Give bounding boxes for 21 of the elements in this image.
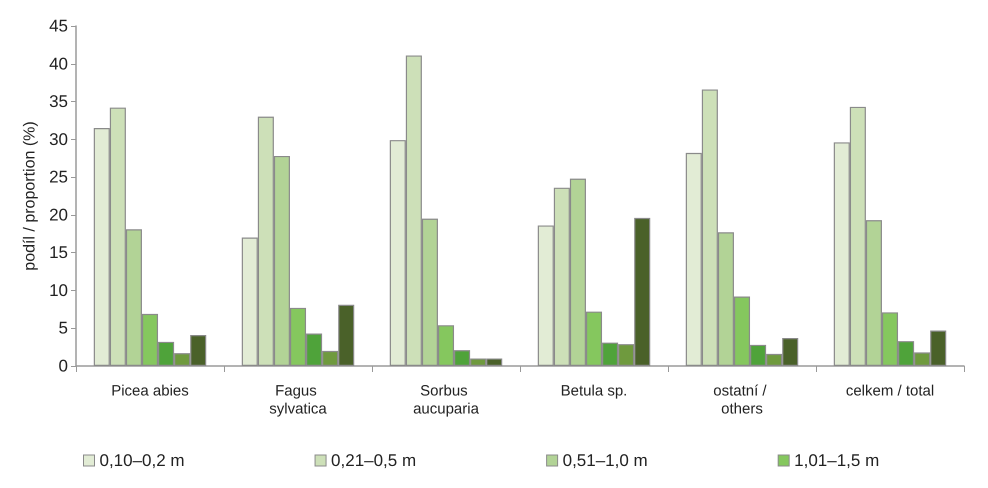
y-tick-label: 25	[49, 168, 68, 187]
x-tick-label: ostatní / others	[713, 382, 771, 418]
y-tick-label: 0	[58, 356, 68, 376]
legend-label: 0,10–0,2 m	[100, 451, 185, 470]
x-tick-label: Sorbus aucuparia	[413, 382, 480, 418]
y-tick-label: 20	[49, 205, 68, 224]
legend-label: 0,21–0,5 m	[331, 451, 416, 470]
y-tick-label: 30	[49, 130, 68, 149]
x-tick-label: Fagus sylvatica	[269, 382, 328, 418]
x-tick-label: Picea abies	[111, 382, 189, 400]
y-tick-label: 10	[49, 280, 68, 300]
y-tick-label: 45	[49, 16, 68, 36]
legend-label: 0,51–1,0 m	[562, 451, 648, 470]
y-tick-label: 35	[49, 92, 68, 112]
y-axis-title: podíl / proportion (%)	[22, 121, 39, 271]
y-tick-label: 15	[49, 243, 68, 262]
x-tick-label: celkem / total	[846, 382, 934, 400]
y-tick-label: 40	[49, 54, 68, 74]
x-tick-label: Betula sp.	[560, 382, 628, 400]
y-tick-label: 5	[58, 318, 68, 338]
legend-label: 1,01–1,5 m	[794, 451, 880, 470]
